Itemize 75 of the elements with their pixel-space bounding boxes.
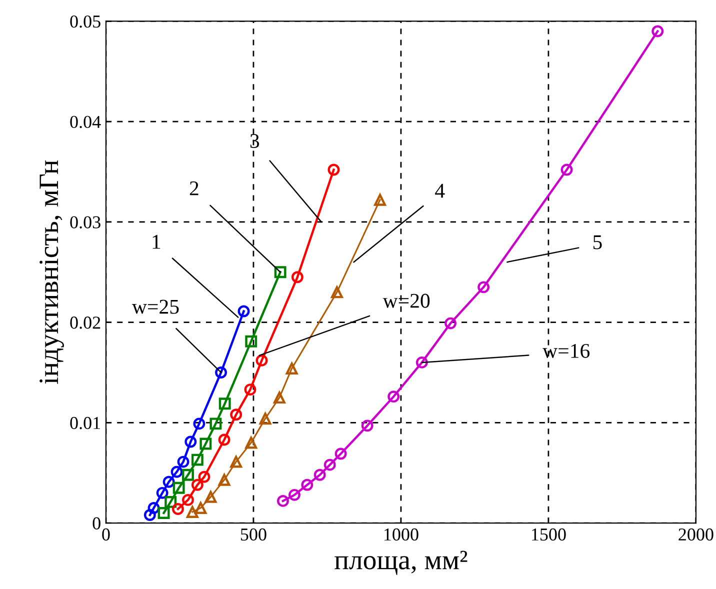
- point: [330, 286, 343, 298]
- point: [276, 494, 289, 507]
- y-tick-label: 0.02: [70, 316, 100, 329]
- point: [156, 486, 168, 499]
- point: [286, 362, 298, 374]
- point: [164, 496, 177, 508]
- point: [288, 488, 300, 501]
- point: [198, 470, 210, 483]
- point: [218, 434, 230, 446]
- point: [230, 456, 242, 468]
- point: [560, 164, 573, 176]
- point: [238, 305, 250, 318]
- point: [324, 458, 336, 471]
- point: [274, 266, 286, 278]
- point: [244, 384, 256, 396]
- point: [245, 436, 258, 449]
- y-tick-label: 0.05: [70, 15, 100, 28]
- point: [478, 281, 490, 294]
- y-tick-label: 0.01: [70, 416, 100, 430]
- point: [314, 468, 326, 481]
- x-tick-label: 1000: [384, 528, 418, 541]
- point: [162, 476, 175, 488]
- x-tick-label: 0: [102, 528, 110, 541]
- point: [177, 456, 190, 468]
- y-tick-label: 0.03: [70, 216, 100, 228]
- point: [361, 420, 374, 432]
- point: [210, 418, 222, 430]
- point: [191, 454, 204, 466]
- point: [259, 412, 272, 425]
- point: [144, 509, 156, 521]
- point: [193, 418, 206, 430]
- point: [301, 478, 314, 491]
- point: [158, 507, 170, 519]
- point: [388, 390, 400, 403]
- x-axis-title: площа, мм²: [334, 550, 468, 575]
- annotation: 5: [593, 235, 602, 250]
- point: [374, 194, 386, 206]
- x-tick-label: 2000: [678, 528, 714, 541]
- annotation: w=16: [542, 344, 590, 358]
- annotation: 1: [152, 234, 160, 249]
- point: [416, 356, 428, 368]
- point: [182, 468, 194, 481]
- annotation: w=20: [382, 294, 430, 308]
- point: [218, 398, 231, 410]
- point: [172, 482, 185, 494]
- point: [172, 503, 184, 515]
- annotation: 2: [190, 181, 198, 196]
- point: [148, 502, 160, 514]
- annotation: w=25: [132, 300, 179, 314]
- point: [182, 494, 194, 506]
- point: [652, 25, 664, 38]
- x-tick-label: 500: [240, 528, 266, 541]
- point: [184, 436, 197, 448]
- point: [200, 438, 212, 450]
- point: [215, 366, 227, 378]
- y-axis-title: індуктивність, мГн: [40, 160, 64, 384]
- point: [328, 164, 340, 176]
- point: [256, 354, 268, 366]
- point: [273, 392, 286, 404]
- x-tick-label: 1500: [532, 528, 566, 541]
- point: [191, 478, 204, 491]
- point: [334, 448, 347, 460]
- annotation: 4: [435, 184, 445, 198]
- point: [170, 466, 183, 478]
- y-tick-label: 0.04: [70, 116, 101, 128]
- y-tick-label: 0: [92, 517, 100, 530]
- point: [204, 490, 217, 503]
- point: [194, 502, 207, 514]
- annotation: 3: [250, 134, 260, 148]
- point: [218, 474, 230, 486]
- point: [245, 335, 258, 348]
- point: [230, 408, 242, 421]
- point: [186, 506, 198, 518]
- point: [444, 317, 456, 330]
- point: [291, 271, 304, 284]
